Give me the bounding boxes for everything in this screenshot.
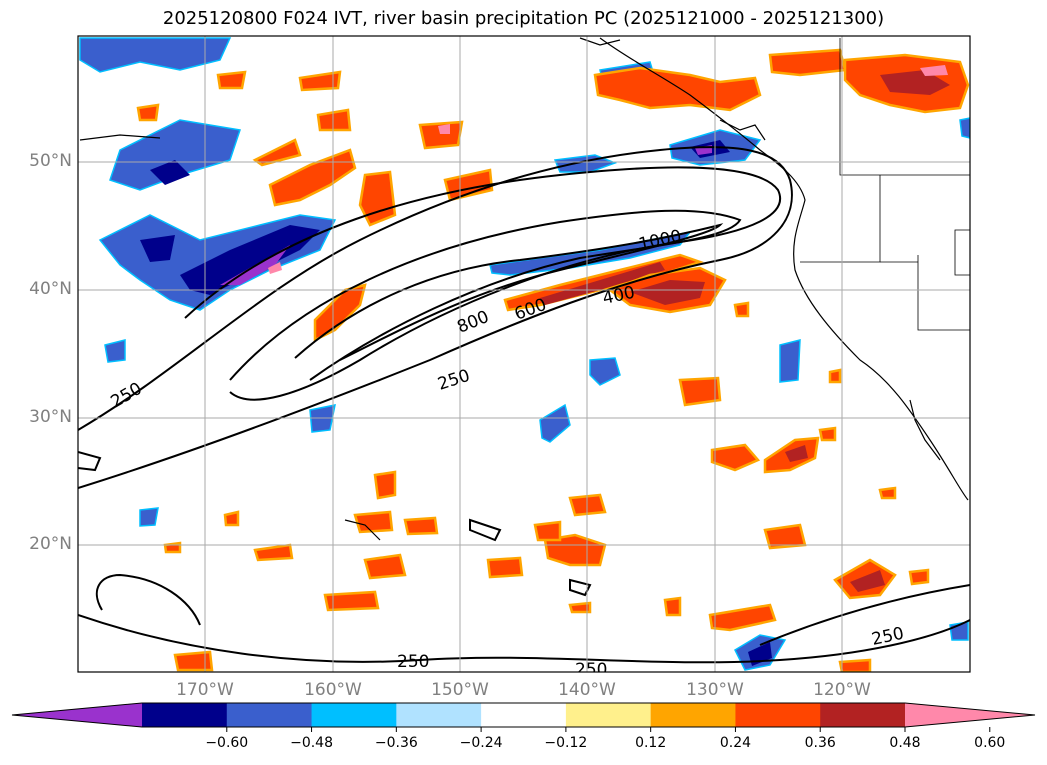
- lon-label-120w: 120°W: [813, 680, 871, 700]
- colorbar-tick-label: 0.12: [635, 735, 667, 751]
- map-title: 2025120800 F024 IVT, river basin precipi…: [162, 8, 885, 29]
- lat-label-30n: 30°N: [29, 407, 72, 427]
- map-frame: [77, 35, 971, 673]
- map-area: 1000 800 600 400 250 250 250 250 250: [78, 36, 970, 680]
- lat-label-40n: 40°N: [29, 279, 72, 299]
- colorbar-segment: [565, 703, 652, 727]
- colorbar-segment: [481, 703, 567, 727]
- colorbar-segment: [142, 703, 228, 727]
- positive-precip-regions: [136, 48, 970, 672]
- colorbar-outline: [11, 702, 1036, 728]
- colorbar-segment: [650, 703, 736, 727]
- colorbar-segment: [735, 703, 821, 727]
- colorbar-extend-high: [905, 703, 1035, 727]
- lon-label-140w: 140°W: [558, 680, 616, 700]
- lon-label-130w: 130°W: [686, 680, 744, 700]
- ivt-contours: [78, 146, 970, 664]
- colorbar-segment: [311, 703, 397, 727]
- colorbar-segment: [396, 703, 482, 727]
- colorbar-tick-label: 0.24: [719, 735, 752, 751]
- colorbar-tick-label: −0.60: [205, 735, 249, 751]
- state-borders: [800, 38, 970, 331]
- gridlines: [78, 36, 970, 672]
- lat-label-20n: 20°N: [29, 534, 72, 554]
- contour-label-250: 250: [397, 652, 429, 672]
- colorbar-tick-label: −0.36: [374, 735, 418, 751]
- colorbar-tick-label: 0.48: [889, 735, 921, 751]
- lon-label-170w: 170°W: [176, 680, 234, 700]
- colorbar-extend-low: [12, 703, 142, 727]
- colorbar-tick-label: 0.60: [974, 735, 1006, 751]
- contour-label-250: 250: [575, 660, 607, 680]
- colorbar-segment: [226, 703, 313, 727]
- colorbar-tick-label: −0.12: [544, 735, 588, 751]
- lat-label-50n: 50°N: [29, 151, 72, 171]
- colorbar-tick-label: 0.36: [804, 735, 836, 751]
- lon-label-160w: 160°W: [304, 680, 362, 700]
- colorbar-tick-label: −0.48: [290, 735, 333, 751]
- lon-label-150w: 150°W: [431, 680, 489, 700]
- coastlines: [79, 37, 969, 541]
- colorbar-tick-label: −0.24: [459, 735, 503, 751]
- colorbar-segment: [820, 703, 906, 727]
- colorbar: [11, 702, 1036, 732]
